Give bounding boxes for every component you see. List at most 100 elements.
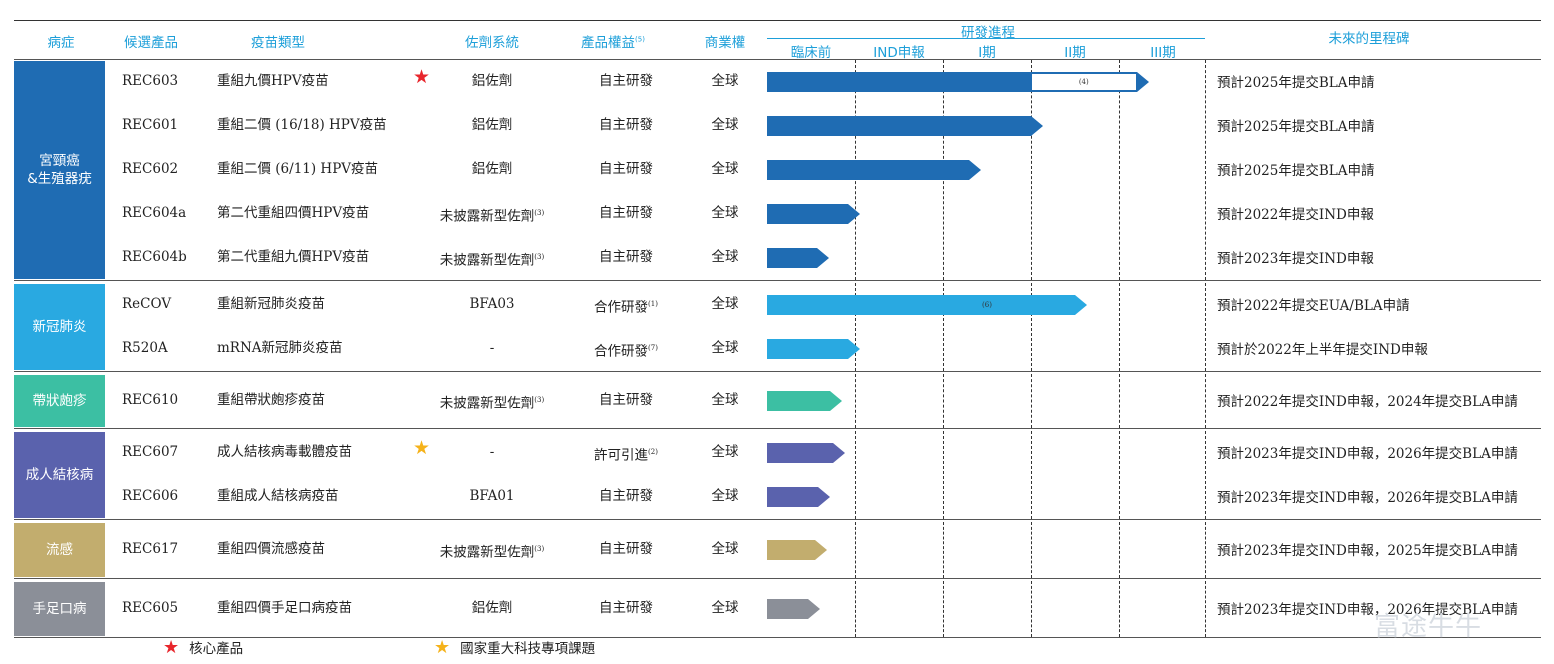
stage-divider	[1119, 522, 1120, 578]
product-rights: 自主研發	[584, 116, 668, 134]
progress-bar: (6)	[767, 295, 1087, 315]
stage-divider	[943, 283, 944, 371]
category-hfmd: 手足口病	[14, 582, 105, 636]
stage-divider	[1119, 283, 1120, 371]
adjuvant-label: 鋁佐劑	[471, 73, 513, 89]
adjuvant-system: 鋁佐劑	[424, 599, 560, 617]
product-rights: 自主研發	[584, 599, 668, 617]
header-vaccine-type: 疫苗類型	[251, 35, 305, 51]
product-rights: 合作研發(1)	[584, 295, 668, 317]
header-adjuvant: 佐劑系統	[465, 35, 519, 51]
rights-note: (1)	[648, 300, 658, 308]
commercial-rights: 全球	[711, 249, 739, 265]
stage-divider	[1031, 283, 1032, 371]
progress-arrow-tip	[847, 204, 860, 224]
commercial-rights: 全球	[711, 73, 739, 89]
legend-national: ★ 國家重大科技專項課題	[434, 637, 595, 658]
progress-bar	[767, 487, 831, 507]
adjuvant-label: 鋁佐劑	[471, 117, 513, 133]
candidate-code: REC606	[122, 488, 179, 504]
milestone: 預計2025年提交BLA申請	[1217, 119, 1375, 135]
category-label: 手足口病	[33, 600, 87, 618]
progress-arrow-tip	[814, 540, 827, 560]
group-divider	[14, 428, 1541, 429]
vaccine-type: mRNA新冠肺炎疫苗	[217, 340, 343, 356]
header-progress: 研發進程	[961, 25, 1015, 41]
category-label-line: 手足口病	[32, 601, 87, 617]
header-stage-2: I期	[978, 45, 996, 61]
progress-fill	[767, 295, 1075, 315]
rights-label: 合作研發	[594, 343, 649, 360]
adjuvant-system: 未披露新型佐劑(3)	[424, 391, 560, 413]
stage-divider	[1031, 60, 1032, 280]
category-cervical: 宮頸癌 &生殖器疣	[14, 61, 105, 279]
commercial-rights: 全球	[711, 488, 739, 504]
vaccine-type: 重組帶狀皰疹疫苗	[217, 392, 325, 408]
rights-label: 自主研發	[599, 161, 653, 177]
stage-divider	[1031, 431, 1032, 519]
stage-divider	[855, 283, 856, 371]
vaccine-type: 重組二價 (6/11) HPV疫苗	[217, 161, 379, 177]
progress-bar	[767, 599, 821, 619]
commercial-rights: 全球	[711, 340, 739, 356]
stage-divider	[1119, 374, 1120, 428]
category-label-line: 流感	[46, 542, 73, 558]
milestone: 預計2025年提交BLA申請	[1217, 163, 1375, 179]
progress-bar	[767, 160, 982, 180]
progress-arrow-tip	[818, 487, 831, 507]
progress-fill	[767, 487, 819, 507]
vaccine-type: 重組四價流感疫苗	[217, 541, 325, 557]
adjuvant-system: 鋁佐劑	[424, 72, 560, 90]
progress-bar	[767, 443, 845, 463]
vaccine-type: 重組新冠肺炎疫苗	[217, 296, 325, 312]
stage-divider	[943, 581, 944, 637]
progress-arrow-tip	[833, 443, 845, 463]
stage-divider	[1119, 60, 1120, 280]
rights-label: 自主研發	[599, 205, 653, 221]
vaccine-type: 第二代重組九價HPV疫苗	[217, 249, 370, 265]
progress-pending-segment: (4)	[1031, 73, 1137, 91]
adjuvant-label: -	[489, 340, 495, 356]
legend-core-label: 核心產品	[189, 641, 244, 657]
header-rights-note: (5)	[635, 35, 645, 44]
product-rights: 自主研發	[584, 72, 668, 90]
milestone: 預計2023年提交IND申報，2026年提交BLA申請	[1217, 446, 1518, 462]
progress-bar	[767, 339, 860, 359]
stage-divider	[1205, 374, 1206, 428]
header-rights-label: 產品權益	[581, 35, 636, 51]
category-tb: 成人結核病	[14, 432, 105, 518]
adjuvant-note: (3)	[534, 396, 545, 404]
group-divider	[14, 519, 1541, 520]
group-divider	[14, 371, 1541, 372]
commercial-rights: 全球	[711, 444, 739, 460]
product-rights: 自主研發	[584, 540, 668, 558]
vaccine-type: 重組九價HPV疫苗	[217, 73, 329, 89]
adjuvant-note: (3)	[534, 209, 545, 217]
milestone: 預計於2022年上半年提交IND申報	[1217, 342, 1428, 358]
stage-divider	[1205, 581, 1206, 637]
product-rights: 合作研發(7)	[584, 339, 668, 361]
candidate-code: REC607	[122, 444, 179, 460]
adjuvant-label: 未披露新型佐劑	[439, 252, 535, 269]
header-stage-1: IND申報	[873, 45, 925, 61]
product-rights: 自主研發	[584, 204, 668, 222]
stage-divider	[855, 581, 856, 637]
stage-divider	[1205, 60, 1206, 280]
rights-label: 自主研發	[599, 541, 653, 557]
product-rights: 許可引進(2)	[584, 443, 668, 465]
adjuvant-note: (3)	[534, 253, 545, 261]
progress-bar	[767, 540, 827, 560]
category-shingles: 帶狀皰疹	[14, 375, 105, 427]
rights-label: 自主研發	[599, 600, 653, 616]
rights-note: (2)	[648, 448, 658, 456]
stage-divider	[943, 522, 944, 578]
commercial-rights: 全球	[711, 600, 739, 616]
progress-fill	[767, 599, 809, 619]
stage-divider	[1205, 431, 1206, 519]
category-label: 帶狀皰疹	[33, 392, 87, 410]
red-star-icon: ★	[413, 66, 431, 88]
red-star-icon: ★	[163, 636, 180, 658]
header-rights: 產品權益(5)	[570, 31, 656, 51]
rights-note: (7)	[648, 344, 658, 352]
adjuvant-label: 未披露新型佐劑	[439, 208, 535, 225]
